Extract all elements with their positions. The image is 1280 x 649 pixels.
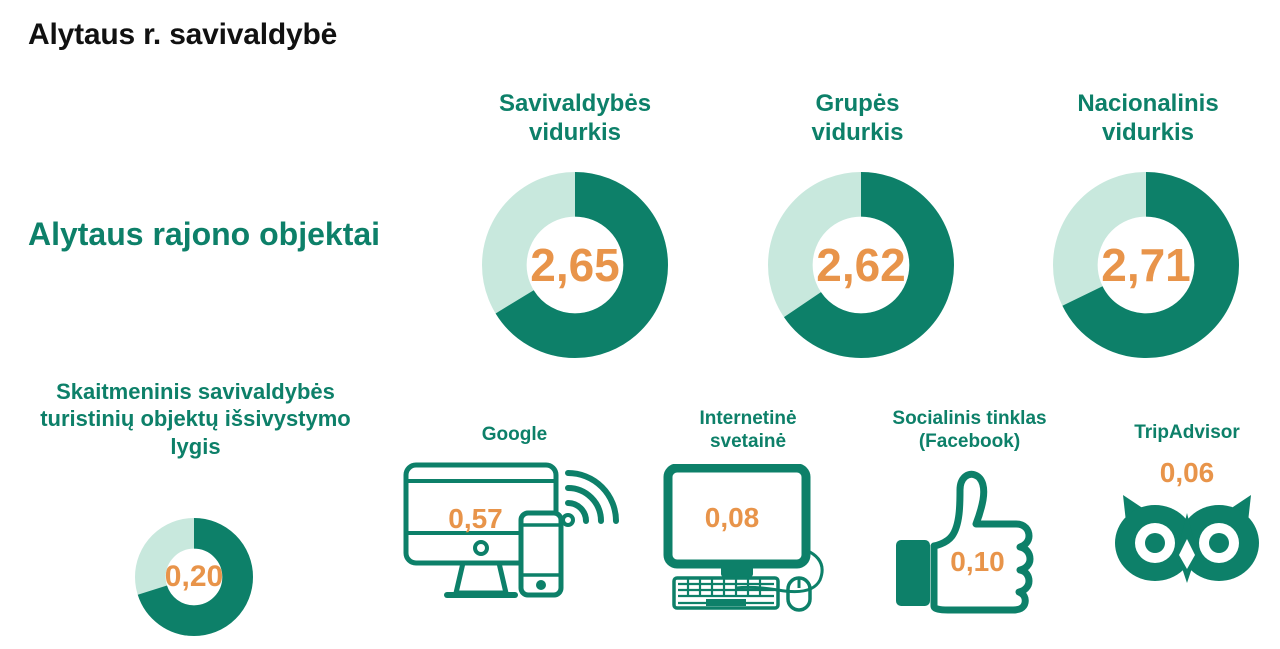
donut-value-arc	[768, 172, 954, 358]
donut-value-group: 2,62	[816, 239, 906, 291]
metric-google: Google 0,57	[392, 424, 637, 602]
metric-label-tripadvisor: TripAdvisor	[1134, 422, 1240, 443]
column-header-line1: Grupės	[815, 90, 900, 117]
metric-label-website: Internetinė svetainė	[648, 408, 848, 454]
column-header-group-average: Grupės vidurkis	[745, 90, 970, 148]
donut-value-level: 0,20	[164, 560, 224, 593]
metric-label-line2: svetainė	[709, 430, 787, 452]
development-level-label: Skaitmeninis savivaldybės turistinių obj…	[40, 379, 351, 459]
desktop-keyboard-mouse-icon: 0,08	[658, 463, 838, 614]
donut-value-arc	[482, 172, 668, 358]
metric-label-line2: (Facebook)	[918, 430, 1021, 452]
metric-website: Internetinė svetainė	[648, 408, 848, 614]
metric-facebook: Socialinis tinklas (Facebook) 0,10	[862, 408, 1077, 614]
donut-svg	[482, 172, 668, 358]
column-header-national-average: Nacionalinis vidurkis	[1028, 90, 1268, 148]
column-header-line1: Savivaldybės	[498, 90, 652, 117]
donut-value-arc	[135, 518, 253, 636]
metric-label-line1: Socialinis tinklas	[892, 408, 1047, 429]
donut-chart-development-level: 0,20	[135, 518, 253, 636]
column-header-line2: vidurkis	[528, 118, 622, 146]
donut-svg	[1053, 172, 1239, 358]
donut-chart-national-average: 2,71	[1053, 172, 1239, 358]
objects-label: Alytaus rajono objektai	[27, 216, 381, 252]
metric-label-facebook: Socialinis tinklas (Facebook)	[862, 408, 1077, 454]
owl-icon	[1109, 491, 1265, 583]
column-header-line2: vidurkis	[1101, 118, 1195, 146]
metric-tripadvisor: TripAdvisor 0,06	[1092, 422, 1280, 583]
page-title: Alytaus r. savivaldybė	[28, 18, 338, 51]
metric-value-tripadvisor: 0,06	[1159, 456, 1215, 488]
metric-label-google: Google	[481, 424, 548, 445]
donut-value-municipal: 2,65	[530, 239, 620, 291]
metric-label-line1: Internetinė	[699, 408, 797, 429]
donut-chart-municipal-average: 2,65	[482, 172, 668, 358]
donut-value-arc	[1053, 172, 1239, 358]
donut-svg	[135, 518, 253, 636]
column-header-line2: vidurkis	[811, 118, 904, 146]
donut-value-national: 2,71	[1101, 239, 1191, 291]
column-header-line1: Nacionalinis	[1077, 90, 1219, 117]
column-header-municipal-average: Savivaldybės vidurkis	[455, 90, 695, 148]
monitor-wifi-phone-icon: 0,57	[401, 457, 629, 602]
donut-svg	[768, 172, 954, 358]
thumbs-up-icon: 0,10	[890, 464, 1050, 614]
donut-chart-group-average: 2,62	[768, 172, 954, 358]
